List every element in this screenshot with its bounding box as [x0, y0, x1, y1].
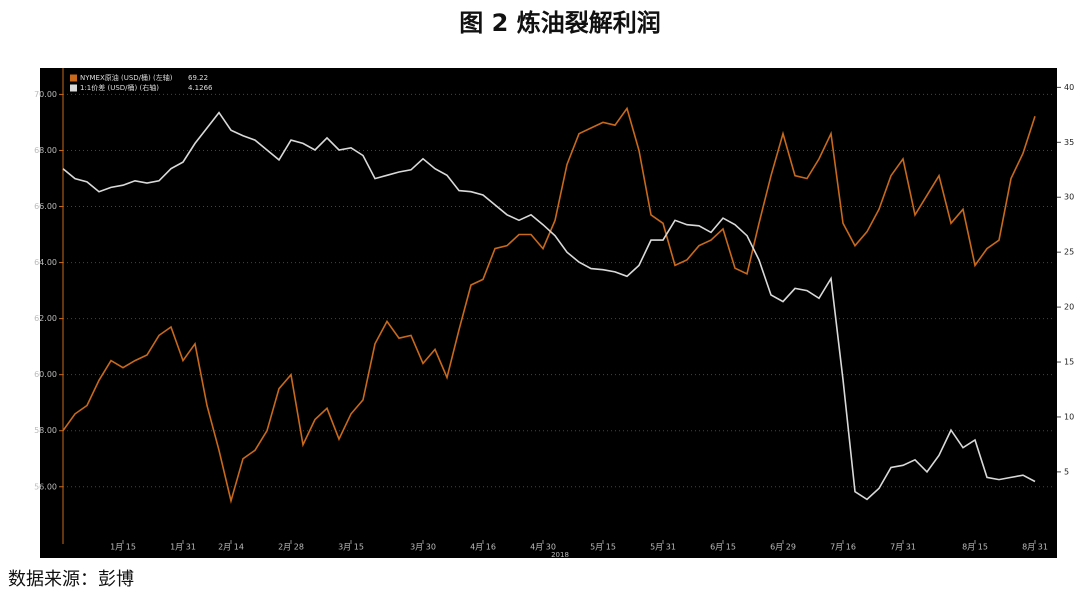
- legend-value: 69.22: [188, 74, 208, 82]
- y-tick-label: 66.00: [34, 202, 57, 211]
- y2-tick-label: 15: [1064, 358, 1074, 367]
- y2-tick-label: 5: [1064, 467, 1069, 476]
- x-axis-label: 2018: [551, 551, 569, 559]
- y-tick-label: 58.00: [34, 426, 57, 435]
- plot-background: [40, 68, 1057, 558]
- series-line: [62, 106, 1036, 504]
- y-tick-label: 64.00: [34, 258, 57, 267]
- legend-value: 4.1266: [188, 84, 213, 92]
- legend-label: NYMEX原油 (USD/桶) (左轴): [80, 73, 173, 82]
- legend-swatch: [70, 74, 77, 82]
- x-tick-label: 8月 15: [962, 543, 988, 552]
- x-tick-label: 8月 31: [1022, 543, 1048, 552]
- legend-swatch: [70, 84, 77, 92]
- x-tick-label: 2月 14: [218, 543, 244, 552]
- series-line: [62, 111, 1036, 501]
- chart-title: 图 2 炼油裂解利润: [459, 9, 660, 37]
- y-tick-label: 62.00: [34, 314, 57, 323]
- y-tick-label: 68.00: [34, 146, 57, 155]
- x-tick-label: 1月 15: [110, 543, 136, 552]
- x-tick-label: 7月 31: [890, 543, 916, 552]
- x-tick-label: 1月 31: [170, 543, 196, 552]
- y2-tick-label: 25: [1064, 248, 1074, 257]
- x-tick-label: 5月 15: [590, 543, 616, 552]
- source-note: 数据来源：彭博: [8, 569, 134, 590]
- y-tick-label: 60.00: [34, 370, 57, 379]
- x-tick-label: 6月 29: [770, 543, 796, 552]
- x-tick-label: 3月 30: [410, 543, 436, 552]
- x-tick-label: 4月 30: [530, 543, 556, 552]
- x-tick-label: 5月 31: [650, 543, 676, 552]
- y2-tick-label: 40: [1064, 83, 1074, 92]
- y2-tick-label: 20: [1064, 303, 1074, 312]
- y2-tick-label: 10: [1064, 412, 1074, 421]
- legend-label: 1:1价差 (USD/桶) (右轴): [80, 83, 159, 92]
- x-tick-label: 4月 16: [470, 543, 496, 552]
- y2-tick-label: 35: [1064, 138, 1074, 147]
- y-tick-label: 56.00: [34, 482, 57, 491]
- y2-tick-label: 30: [1064, 193, 1074, 202]
- y-tick-label: 70.00: [34, 90, 57, 99]
- x-tick-label: 2月 28: [278, 543, 304, 552]
- x-tick-label: 3月 15: [338, 543, 364, 552]
- x-tick-label: 7月 16: [830, 543, 856, 552]
- x-tick-label: 6月 15: [710, 543, 736, 552]
